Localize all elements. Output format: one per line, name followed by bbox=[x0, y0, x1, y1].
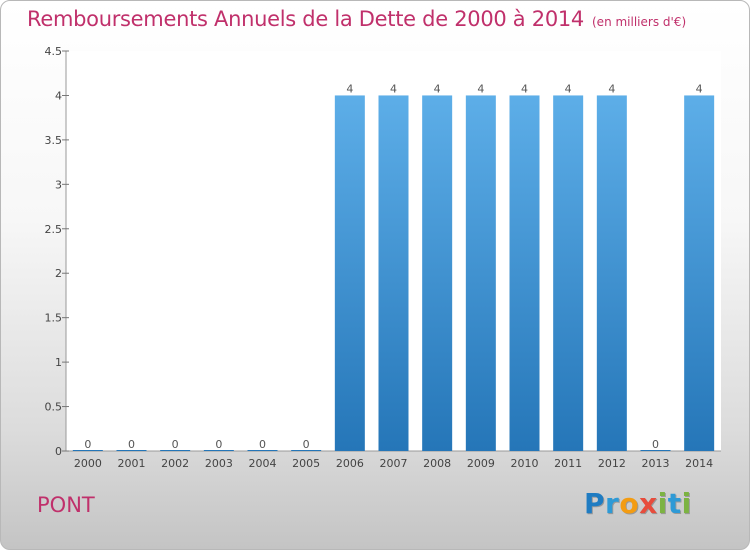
y-tick-label: 2 bbox=[55, 267, 62, 280]
y-tick-label: 1 bbox=[55, 356, 62, 369]
bar bbox=[291, 450, 322, 451]
x-tick-label: 2007 bbox=[380, 457, 408, 470]
logo-letter: i bbox=[657, 487, 668, 520]
x-tick-label: 2008 bbox=[423, 457, 451, 470]
data-label: 4 bbox=[390, 82, 397, 95]
logo-letter: o bbox=[619, 487, 640, 520]
bar bbox=[203, 450, 234, 451]
bar bbox=[640, 450, 671, 451]
x-tick-label: 2005 bbox=[292, 457, 320, 470]
x-tick-label: 2004 bbox=[249, 457, 277, 470]
proxiti-logo: Proxiti bbox=[584, 487, 692, 520]
data-label: 4 bbox=[565, 82, 572, 95]
bar bbox=[553, 95, 584, 451]
data-label: 4 bbox=[696, 82, 703, 95]
y-tick-label: 4 bbox=[55, 89, 62, 102]
data-label: 4 bbox=[477, 82, 484, 95]
chart-title: Remboursements Annuels de la Dette de 20… bbox=[27, 7, 686, 31]
data-label: 0 bbox=[84, 438, 91, 451]
y-tick-label: 0 bbox=[55, 445, 62, 458]
data-label: 0 bbox=[303, 438, 310, 451]
data-label: 4 bbox=[521, 82, 528, 95]
x-tick-label: 2012 bbox=[598, 457, 626, 470]
y-tick-label: 3 bbox=[55, 178, 62, 191]
y-tick-label: 1.5 bbox=[45, 312, 63, 325]
x-tick-label: 2011 bbox=[554, 457, 582, 470]
y-tick-label: 0.5 bbox=[45, 401, 63, 414]
logo-letter: t bbox=[667, 487, 682, 520]
x-tick-label: 2001 bbox=[118, 457, 146, 470]
chart-unit-label: (en milliers d'€) bbox=[592, 15, 687, 29]
bar bbox=[72, 450, 103, 451]
bar bbox=[378, 95, 409, 451]
bar bbox=[422, 95, 453, 451]
logo-letter: r bbox=[605, 487, 620, 520]
data-label: 0 bbox=[259, 438, 266, 451]
bar bbox=[684, 95, 715, 451]
bar bbox=[116, 450, 147, 451]
bar bbox=[465, 95, 496, 451]
bar bbox=[334, 95, 365, 451]
data-label: 4 bbox=[346, 82, 353, 95]
x-tick-label: 2006 bbox=[336, 457, 364, 470]
x-tick-label: 2010 bbox=[511, 457, 539, 470]
data-label: 4 bbox=[608, 82, 615, 95]
y-tick-label: 4.5 bbox=[45, 45, 63, 58]
data-label: 0 bbox=[215, 438, 222, 451]
x-tick-label: 2000 bbox=[74, 457, 102, 470]
data-label: 4 bbox=[434, 82, 441, 95]
data-label: 0 bbox=[172, 438, 179, 451]
data-label: 0 bbox=[128, 438, 135, 451]
bar bbox=[160, 450, 191, 451]
logo-letter: i bbox=[681, 487, 692, 520]
bar bbox=[509, 95, 540, 451]
x-tick-label: 2009 bbox=[467, 457, 495, 470]
y-tick-label: 3.5 bbox=[45, 134, 63, 147]
logo-letter: x bbox=[639, 487, 658, 520]
x-tick-label: 2013 bbox=[642, 457, 670, 470]
bar bbox=[596, 95, 627, 451]
x-tick-label: 2002 bbox=[161, 457, 189, 470]
bar bbox=[247, 450, 278, 451]
y-tick-label: 2.5 bbox=[45, 223, 63, 236]
logo-letter: P bbox=[584, 487, 606, 520]
x-tick-label: 2014 bbox=[685, 457, 713, 470]
commune-name: PONT bbox=[37, 493, 95, 517]
data-label: 0 bbox=[652, 438, 659, 451]
chart-title-text: Remboursements Annuels de la Dette de 20… bbox=[27, 7, 584, 31]
x-tick-label: 2003 bbox=[205, 457, 233, 470]
